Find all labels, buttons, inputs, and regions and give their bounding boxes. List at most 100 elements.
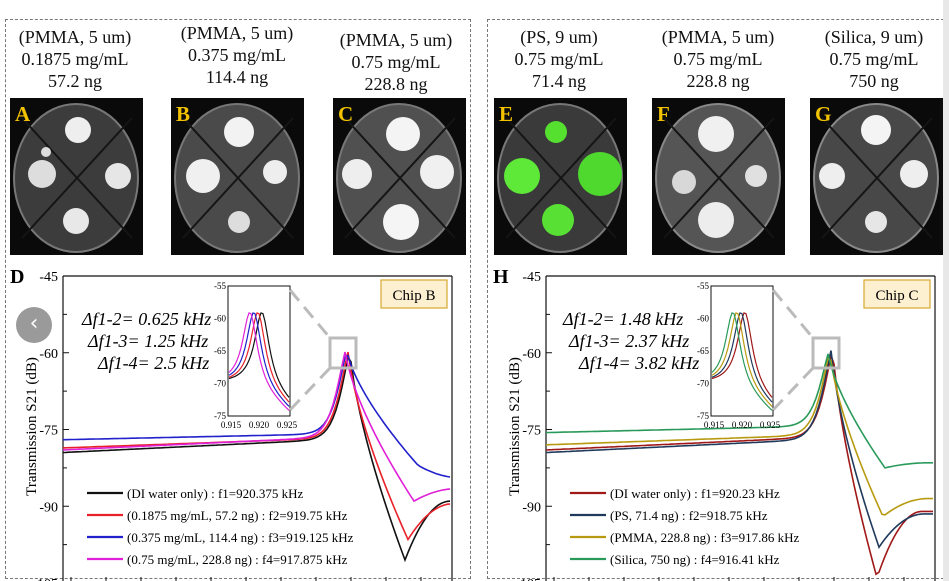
chip-image-c (336, 103, 462, 253)
y-axis-label: Transmission S21 (dB) (507, 357, 523, 496)
chip-label-box (380, 279, 448, 309)
right-panel-frame (487, 19, 949, 579)
inset-y-tick-label: -65 (214, 346, 226, 356)
legend-label: (0.375 mg/mL, 114.4 ng) : f3=919.125 kHz (127, 530, 354, 545)
photo-label-b: B (176, 102, 191, 126)
chip-image-g (813, 103, 939, 253)
chip-image-f (655, 103, 781, 253)
series-line (545, 356, 933, 516)
inset-y-tick-label: -55 (697, 281, 709, 291)
inset-x-tick-label: 0.915 (221, 420, 242, 430)
chip-label-box (863, 279, 931, 309)
y-tick-label: -60 (522, 347, 541, 362)
photo-label-e: E (499, 102, 514, 126)
inset-series-line (228, 312, 290, 403)
panel-letter: H (493, 266, 509, 288)
sample-header-a: (PMMA, 5 um) 0.1875 mg/mL 57.2 ng (18, 27, 132, 91)
inset-y-tick-label: -55 (214, 281, 226, 291)
chart-d: D -45 -60 -75 -90 -105 Transmission S21 (dB) Ch… (10, 266, 453, 581)
photo-c: C (333, 98, 466, 255)
delta-f-annotation: Δf1-3= 1.25 kHz (87, 331, 208, 351)
carousel-prev-button[interactable]: ‹ (16, 307, 52, 343)
inset-series-line (711, 312, 773, 398)
chip-label: Chip C (876, 288, 919, 304)
panel-letter: D (10, 266, 24, 288)
legend-label: (DI water only) : f1=920.375 kHz (127, 486, 304, 501)
chip-image-a (13, 103, 139, 253)
legend-label: (0.1875 mg/mL, 57.2 ng) : f2=919.75 kHz (127, 508, 348, 523)
delta-f-annotation: Δf1-2= 1.48 kHz (562, 309, 683, 329)
inset-x-tick-label: 0.925 (277, 420, 298, 430)
photo-b: B (171, 98, 304, 255)
zoom-connector (288, 366, 332, 412)
chip-image-b (174, 103, 300, 253)
chip-label: Chip B (393, 288, 436, 304)
inset-y-tick-label: -65 (697, 346, 709, 356)
left-panel-frame (5, 19, 471, 579)
y-tick-label: -75 (522, 424, 541, 439)
photo-a: A (10, 98, 143, 255)
series-line (62, 351, 451, 503)
legend-label: (PMMA, 228.8 ng) : f3=917.86 kHz (610, 530, 800, 545)
inset-series-line (711, 312, 773, 411)
zoom-connector (771, 289, 815, 339)
inset-y-tick-label: -70 (214, 379, 226, 389)
y-tick-label: -90 (39, 500, 58, 515)
photo-label-a: A (15, 102, 31, 126)
series-line (545, 353, 933, 469)
photo-label-f: F (657, 102, 670, 126)
photo-g: G (810, 98, 943, 255)
inset-series-line (711, 312, 773, 403)
sample-header-g: (Silica, 9 um) 0.75 mg/mL 750 ng (824, 27, 924, 91)
inset-y-tick-label: -75 (697, 411, 709, 421)
series-line (63, 354, 451, 478)
inset-y-tick-label: -70 (697, 379, 709, 389)
sample-header-e: (PS, 9 um) 0.75 mg/mL 71.4 ng (514, 27, 604, 91)
delta-f-annotation: Δf1-4= 2.5 kHz (97, 353, 209, 373)
photo-label-c: C (338, 102, 354, 126)
zoom-box (328, 336, 358, 370)
y-tick-label: -90 (522, 500, 541, 515)
inset-series-line (228, 312, 290, 407)
viewer-edge (943, 0, 949, 581)
series-line (545, 350, 933, 549)
y-tick-label: -60 (39, 347, 58, 362)
y-tick-label: -45 (39, 270, 58, 285)
photo-label-g: G (815, 102, 832, 126)
y-tick-label: -105 (515, 577, 541, 581)
chip-image-e (497, 103, 623, 253)
inset-x-tick-label: 0.920 (249, 420, 270, 430)
y-tick-label: -45 (522, 270, 541, 285)
inset-frame (710, 285, 774, 417)
inset-y-tick-label: -75 (214, 411, 226, 421)
series-line (545, 352, 933, 576)
zoom-connector (288, 289, 332, 339)
sample-header-c: (PMMA, 5 um) 0.75 mg/mL 228.8 ng (339, 30, 453, 94)
inset-series-line (711, 312, 773, 407)
legend-label: (0.75 mg/mL, 228.8 ng) : f4=917.875 kHz (127, 552, 348, 567)
legend-label: (DI water only) : f1=920.23 kHz (610, 486, 780, 501)
photo-f: F (652, 98, 785, 255)
inset-x-tick-label: 0.925 (760, 420, 781, 430)
sample-header-f: (PMMA, 5 um) 0.75 mg/mL 228.8 ng (661, 27, 775, 91)
zoom-connector (771, 366, 815, 412)
inset-y-tick-label: -60 (214, 314, 226, 324)
inset-series-line (228, 312, 290, 398)
y-tick-label: -105 (32, 577, 58, 581)
photo-e: E (494, 98, 627, 255)
delta-f-annotation: Δf1-2= 0.625 kHz (81, 309, 211, 329)
legend-label: (PS, 71.4 ng) : f2=918.75 kHz (610, 508, 768, 523)
sample-header-b: (PMMA, 5 um) 0.375 mg/mL 114.4 ng (180, 23, 294, 87)
series-line (62, 354, 451, 563)
inset-frame (227, 285, 291, 417)
inset-x-tick-label: 0.920 (732, 420, 753, 430)
delta-f-annotation: Δf1-4= 3.82 kHz (578, 353, 699, 373)
delta-f-annotation: Δf1-3= 2.37 kHz (568, 331, 689, 351)
inset-y-tick-label: -60 (697, 314, 709, 324)
inset-x-tick-label: 0.915 (704, 420, 725, 430)
inset-series-line (228, 312, 290, 411)
legend-label: (Silica, 750 ng) : f4=916.41 kHz (610, 552, 780, 567)
y-tick-label: -75 (39, 424, 58, 439)
y-axis-label: Transmission S21 (dB) (24, 357, 40, 496)
